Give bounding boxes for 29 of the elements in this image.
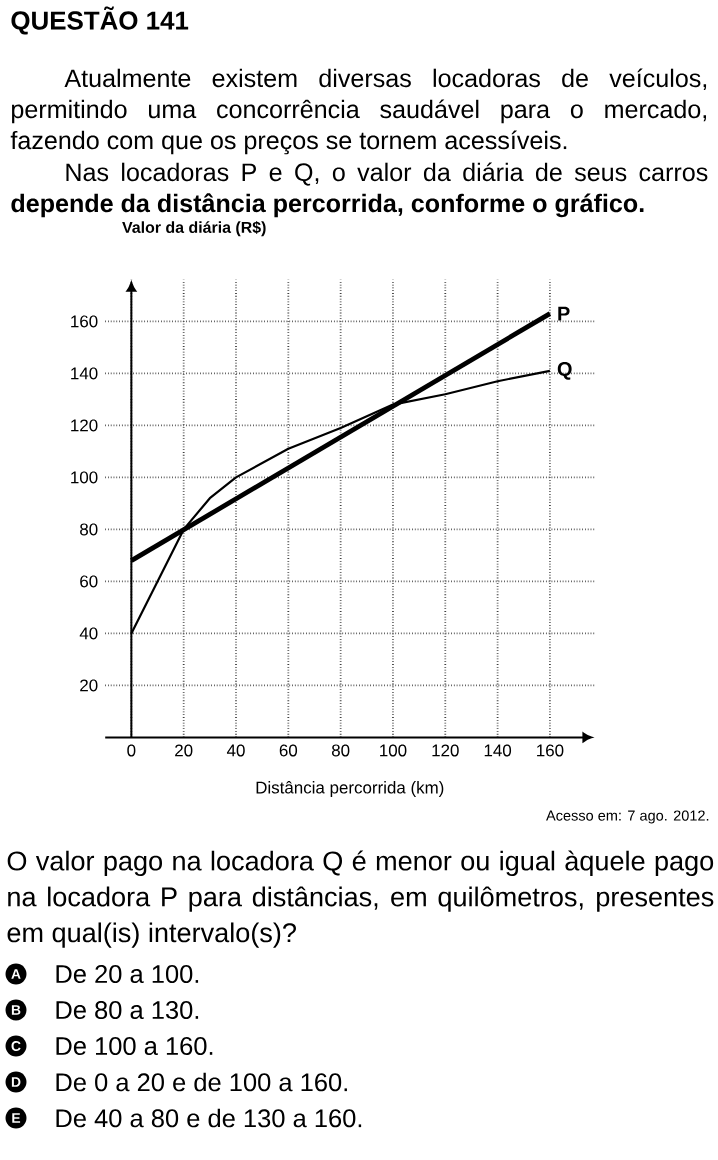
y-tick-label: 60 xyxy=(80,575,98,588)
text: De 40 a 80 e de 130 a 160. xyxy=(56,1108,362,1128)
text: De 100 a 160. xyxy=(56,1036,213,1056)
x-tick-label: 120 xyxy=(432,744,459,757)
text: Atualmente existem diversas locadoras de veículos, permitindo uma concorrência saudável para o mercado, fazendo com que os preços se tornem acessíveis. xyxy=(10,68,707,155)
text: De 80 a 130. xyxy=(56,1000,199,1020)
y-tick-label: 140 xyxy=(71,367,98,380)
chart-title: QUESTÃO 141 xyxy=(11,6,189,35)
text: De 0 a 20 e de 100 a 160. xyxy=(56,1072,347,1092)
x-axis-title: Distância percorrida (km) xyxy=(256,781,444,797)
x-tick-label: 140 xyxy=(484,744,512,757)
y-tick-label: 120 xyxy=(71,419,98,432)
x-tick-label: 80 xyxy=(331,744,350,757)
y-tick-label: 40 xyxy=(79,627,98,640)
y-tick-label: 100 xyxy=(71,471,98,484)
x-tick-label: 60 xyxy=(279,744,298,757)
series-label: Q xyxy=(557,361,572,380)
text: De 20 a 100. xyxy=(56,964,199,984)
x-tick-label: 20 xyxy=(175,744,193,757)
y-tick-label: 80 xyxy=(80,523,98,536)
y-tick-label: 160 xyxy=(71,315,98,328)
text: Nas locadoras P e Q, o valor da diária de seus carros depende da distância percorrida, conforme o gráfico. xyxy=(11,162,708,218)
y-tick-label: 20 xyxy=(80,679,98,692)
x-tick-label: 40 xyxy=(226,744,245,757)
x-tick-label: 0 xyxy=(127,744,136,757)
x-tick-label: 100 xyxy=(380,744,407,757)
series-label: P xyxy=(558,306,570,321)
x-tick-label: 160 xyxy=(537,744,564,757)
text: O valor pago na locadora Q é menor ou igual àquele pago na locadora P para distâncias, em quilômetros, presentes em qual(is) intervalo(s)? xyxy=(7,850,714,948)
